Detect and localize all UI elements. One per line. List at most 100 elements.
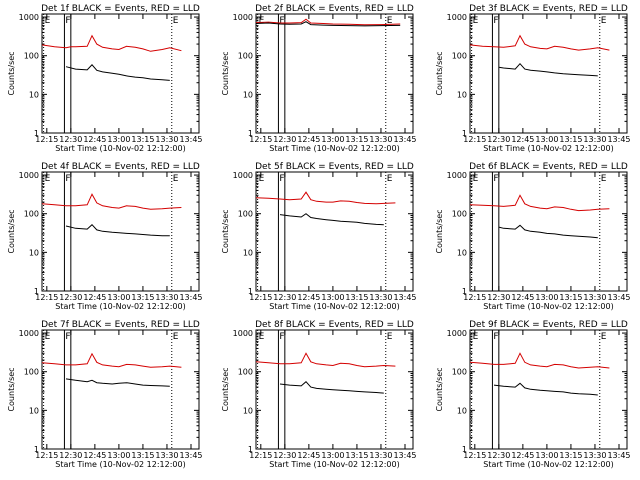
x-tick-label: 13:00 bbox=[321, 135, 344, 144]
series-line-events bbox=[279, 213, 384, 226]
chart-title: Det 1f BLACK = Events, RED = LLD bbox=[41, 4, 200, 14]
x-axis-label: Start Time (10-Nov-02 12:12:00) bbox=[55, 144, 185, 153]
x-tick-label: 12:15 bbox=[463, 293, 486, 302]
x-tick-label: 12:15 bbox=[463, 451, 486, 460]
x-tick-label: 13:45 bbox=[607, 293, 630, 302]
series-line-events bbox=[65, 223, 170, 237]
series-line-events bbox=[255, 21, 401, 27]
chart-title: Det 2f BLACK = Events, RED = LLD bbox=[255, 4, 414, 14]
time-marker-label: E bbox=[601, 174, 607, 184]
x-tick-label: 12:30 bbox=[487, 135, 510, 144]
chart-panel-8: Det 8f BLACK = Events, RED = LLD 1 10 100 10… bbox=[221, 320, 417, 469]
x-tick-label: 13:30 bbox=[155, 451, 178, 460]
plot-frame bbox=[469, 13, 628, 134]
time-marker-label: E bbox=[259, 174, 265, 184]
x-tick-label: 13:30 bbox=[369, 135, 392, 144]
x-tick-label: 12:15 bbox=[35, 135, 58, 144]
x-tick-label: 13:45 bbox=[179, 135, 202, 144]
series-line-lld bbox=[469, 194, 610, 212]
chart-panel-7: Det 7f BLACK = Events, RED = LLD 1 10 100 10… bbox=[7, 320, 203, 469]
time-marker-label: F bbox=[279, 16, 284, 26]
x-tick-label: 12:30 bbox=[487, 293, 510, 302]
series-line-events bbox=[498, 224, 598, 239]
chart-panel-1: Det 1f BLACK = Events, RED = LLD 1 10 100 10… bbox=[7, 4, 203, 153]
time-marker-label: E bbox=[387, 332, 393, 342]
y-tick-label: 1 bbox=[248, 445, 253, 454]
x-tick-label: 12:30 bbox=[273, 451, 296, 460]
chart-title: Det 7f BLACK = Events, RED = LLD bbox=[41, 320, 200, 330]
y-tick-label: 1 bbox=[248, 129, 253, 138]
x-tick-label: 13:00 bbox=[107, 451, 130, 460]
chart-panel-2: Det 2f BLACK = Events, RED = LLD 1 10 100 10… bbox=[221, 4, 417, 153]
x-tick-label: 12:30 bbox=[487, 451, 510, 460]
x-tick-label: 12:30 bbox=[59, 135, 82, 144]
x-axis-label: Start Time (10-Nov-02 12:12:00) bbox=[269, 460, 399, 469]
x-tick-label: 13:30 bbox=[583, 451, 606, 460]
y-tick-label: 1000 bbox=[447, 171, 467, 180]
plot-frame bbox=[255, 329, 414, 450]
plot-frame bbox=[469, 171, 628, 292]
time-marker-label: F bbox=[493, 332, 498, 342]
y-tick-label: 1000 bbox=[19, 13, 39, 22]
chart-title: Det 6f BLACK = Events, RED = LLD bbox=[469, 162, 628, 172]
x-tick-label: 13:30 bbox=[155, 293, 178, 302]
plot-frame bbox=[469, 329, 628, 450]
y-tick-label: 1 bbox=[34, 129, 39, 138]
x-tick-label: 12:15 bbox=[35, 451, 58, 460]
y-tick-label: 10 bbox=[457, 406, 467, 415]
y-tick-label: 100 bbox=[238, 210, 253, 219]
chart-panel-5: Det 5f BLACK = Events, RED = LLD 1 10 100 10… bbox=[221, 162, 417, 311]
x-axis-label: Start Time (10-Nov-02 12:12:00) bbox=[269, 302, 399, 311]
time-marker-label: E bbox=[473, 174, 479, 184]
y-tick-label: 1 bbox=[248, 287, 253, 296]
y-tick-label: 100 bbox=[452, 52, 467, 61]
series-line-lld bbox=[41, 352, 182, 368]
y-axis-label: Counts/sec bbox=[7, 209, 16, 253]
y-axis-label: Counts/sec bbox=[435, 51, 444, 95]
x-tick-label: 12:45 bbox=[511, 135, 534, 144]
y-axis-label: Counts/sec bbox=[435, 209, 444, 253]
x-tick-label: 13:15 bbox=[559, 293, 582, 302]
y-tick-label: 1000 bbox=[233, 171, 253, 180]
plot-frame bbox=[255, 13, 414, 134]
series-line-events bbox=[498, 62, 598, 77]
y-tick-label: 10 bbox=[29, 248, 39, 257]
x-tick-label: 12:15 bbox=[463, 135, 486, 144]
time-marker-label: F bbox=[65, 16, 70, 26]
x-tick-label: 13:00 bbox=[321, 451, 344, 460]
x-tick-label: 13:00 bbox=[535, 135, 558, 144]
y-axis-label: Counts/sec bbox=[7, 51, 16, 95]
x-axis-label: Start Time (10-Nov-02 12:12:00) bbox=[269, 144, 399, 153]
y-axis-label: Counts/sec bbox=[435, 367, 444, 411]
y-tick-label: 10 bbox=[243, 90, 253, 99]
series-line-lld bbox=[469, 352, 610, 369]
x-tick-label: 13:15 bbox=[559, 135, 582, 144]
x-tick-label: 13:00 bbox=[107, 293, 130, 302]
x-axis-label: Start Time (10-Nov-02 12:12:00) bbox=[55, 460, 185, 469]
series-line-events bbox=[493, 382, 598, 396]
x-tick-label: 12:45 bbox=[83, 293, 106, 302]
x-tick-label: 12:45 bbox=[83, 451, 106, 460]
y-tick-label: 1 bbox=[462, 287, 467, 296]
series-line-lld bbox=[41, 193, 182, 210]
y-axis-label: Counts/sec bbox=[221, 209, 230, 253]
x-tick-label: 12:30 bbox=[59, 451, 82, 460]
time-marker-label: E bbox=[173, 332, 179, 342]
chart-title: Det 3f BLACK = Events, RED = LLD bbox=[469, 4, 628, 14]
y-tick-label: 1000 bbox=[19, 329, 39, 338]
x-tick-label: 12:45 bbox=[511, 451, 534, 460]
time-marker-label: E bbox=[45, 332, 51, 342]
chart-panel-9: Det 9f BLACK = Events, RED = LLD 1 10 100 10… bbox=[435, 320, 631, 469]
x-tick-label: 13:00 bbox=[107, 135, 130, 144]
y-tick-label: 100 bbox=[452, 210, 467, 219]
y-tick-label: 10 bbox=[243, 406, 253, 415]
x-tick-label: 13:15 bbox=[131, 293, 154, 302]
y-tick-label: 100 bbox=[24, 210, 39, 219]
x-tick-label: 13:30 bbox=[369, 451, 392, 460]
y-tick-label: 100 bbox=[238, 368, 253, 377]
x-tick-label: 13:30 bbox=[583, 293, 606, 302]
x-tick-label: 12:45 bbox=[511, 293, 534, 302]
time-marker-label: F bbox=[279, 174, 284, 184]
chart-panel-4: Det 4f BLACK = Events, RED = LLD 1 10 100 10… bbox=[7, 162, 203, 311]
y-tick-label: 1 bbox=[34, 445, 39, 454]
